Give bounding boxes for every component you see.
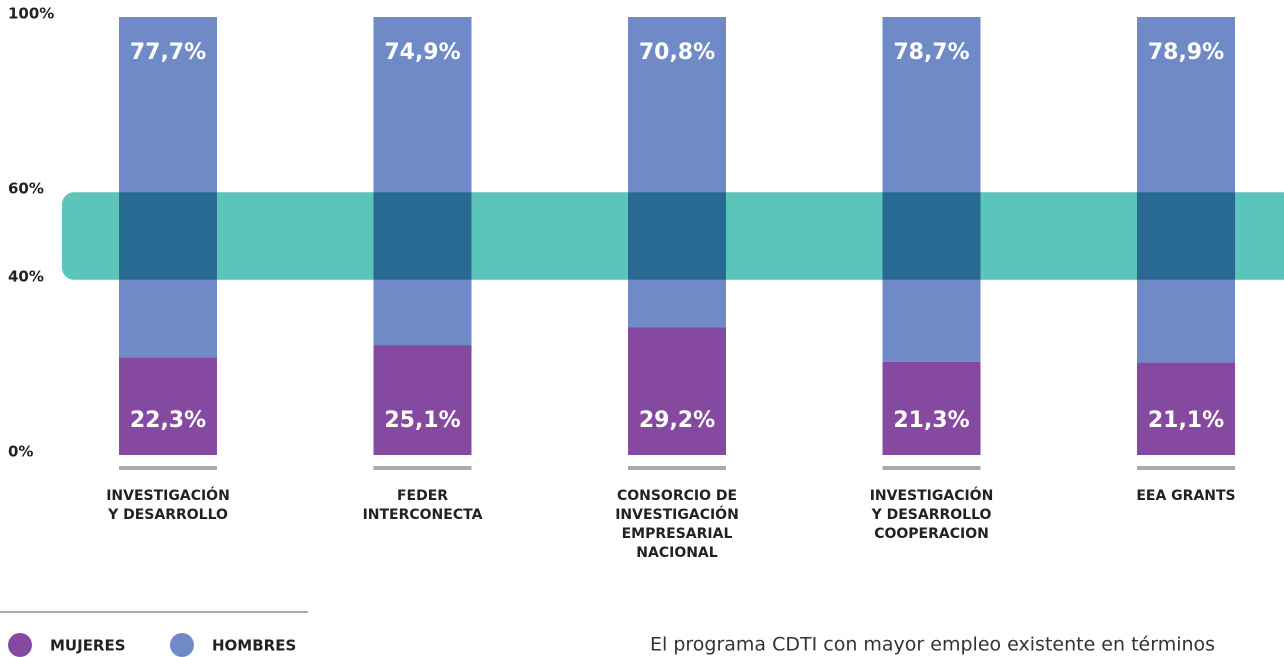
x-tick-label: EEA GRANTS — [1136, 488, 1235, 504]
x-tick-label: INTERCONECTA — [363, 507, 483, 523]
x-tick-label: INVESTIGACIÓN — [870, 486, 994, 504]
x-tick-label: Y DESARROLLO — [871, 507, 992, 523]
x-tick-label: CONSORCIO DE — [617, 488, 737, 504]
value-label: 77,7% — [130, 40, 206, 65]
x-tick-label: COOPERACION — [874, 526, 989, 542]
y-tick-label: 0% — [8, 443, 33, 461]
x-tick-label: INVESTIGACIÓN — [615, 505, 739, 523]
legend-label: MUJERES — [50, 637, 126, 655]
bar-segment — [628, 327, 726, 455]
bar-baseline — [628, 466, 726, 470]
bar-segment — [373, 345, 472, 455]
x-tick-label: INVESTIGACIÓN — [106, 486, 230, 504]
bar-baseline — [1137, 466, 1235, 470]
x-tick-label: NACIONAL — [636, 545, 717, 561]
value-label: 29,2% — [639, 408, 715, 433]
bar-segment — [1137, 362, 1235, 455]
legend-swatch — [8, 633, 32, 657]
bar-segment — [882, 17, 981, 362]
value-label: 22,3% — [130, 408, 206, 433]
legend-label: HOMBRES — [212, 637, 296, 655]
bar-baseline — [882, 466, 981, 470]
highlight-band — [62, 192, 1284, 280]
value-label: 74,9% — [384, 40, 460, 65]
bar-segment — [882, 361, 981, 455]
x-tick-label: EMPRESARIAL — [622, 526, 733, 542]
bar-baseline — [373, 466, 472, 470]
value-label: 21,1% — [1148, 408, 1224, 433]
bar-segment — [119, 17, 217, 358]
x-tick-label: Y DESARROLLO — [107, 507, 228, 523]
bar-segment — [1137, 17, 1235, 363]
y-tick-label: 60% — [8, 180, 44, 198]
bar-segment — [373, 17, 472, 346]
x-tick-label: FEDER — [397, 488, 448, 504]
note: El programa CDTI con mayor empleo existe… — [650, 634, 1215, 656]
value-label: 70,8% — [639, 40, 715, 65]
value-label: 78,7% — [893, 40, 969, 65]
legend-swatch — [170, 633, 194, 657]
y-tick-label: 100% — [8, 5, 54, 23]
y-tick-label: 40% — [8, 267, 44, 285]
value-label: 78,9% — [1148, 40, 1224, 65]
value-label: 25,1% — [384, 408, 460, 433]
bar-segment — [119, 357, 217, 455]
bar-baseline — [119, 466, 217, 470]
value-label: 21,3% — [893, 408, 969, 433]
